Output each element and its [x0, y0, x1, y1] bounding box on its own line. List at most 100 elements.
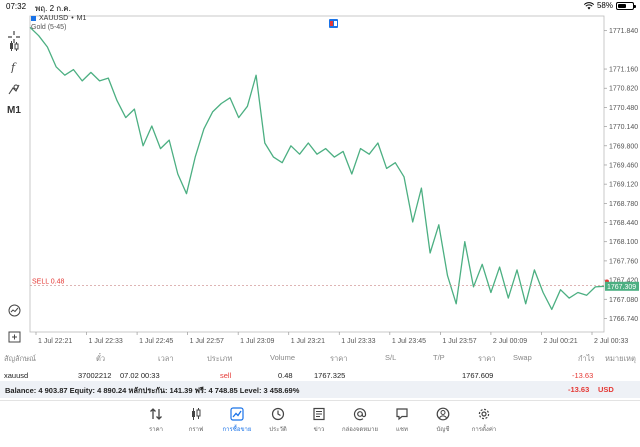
col-symbol[interactable]: สัญลักษณ์ [4, 354, 37, 363]
price-tick-label: 1768.780 [609, 201, 638, 208]
col-price-current[interactable]: ราคา [478, 354, 496, 363]
timeframe-button[interactable]: M1 [7, 104, 21, 116]
nav-mailbox[interactable]: กล่องจดหมาย [340, 407, 380, 434]
nav-label-trade: การซื้อขาย [222, 427, 252, 433]
price-tick-label: 1770.480 [609, 105, 638, 112]
col-tp[interactable]: T/P [433, 353, 445, 362]
nav-quotes[interactable]: ราคา [136, 407, 176, 434]
row-ticket: 37002212 [78, 371, 112, 380]
nav-history[interactable]: ประวัติ [258, 407, 298, 434]
nav-label-history: ประวัติ [269, 427, 287, 433]
new-order-icon[interactable] [5, 327, 23, 345]
price-tick-label: 1770.140 [609, 124, 638, 131]
balance-summary: Balance: 4 903.87 Equity: 4 890.24 หลักป… [0, 381, 640, 398]
mailbox-icon [353, 408, 367, 421]
nav-account[interactable]: บัญชี [423, 407, 463, 434]
chart-icon [192, 408, 201, 420]
price-chart[interactable]: 1771.840 1771.160 1770.820 1770.480 1770.140… [28, 14, 640, 347]
symbol-color-swatch [31, 16, 36, 21]
battery-level [618, 3, 627, 8]
price-line [29, 26, 605, 311]
price-tick-label: 1767.760 [609, 258, 638, 265]
time-tick-label: 1 Jul 22:57 [190, 338, 224, 345]
nav-label-news: ข่าว [313, 427, 325, 433]
status-date: พฤ. 2 ก.ค. [35, 4, 71, 13]
chart-svg: 1771.840 1771.160 1770.820 1770.480 1770.140… [29, 15, 639, 345]
chart-symbol-header: XAUUSD • M1 [31, 15, 86, 22]
nav-label-quotes: ราคา [149, 427, 163, 433]
nav-news[interactable]: ข่าว [299, 407, 339, 434]
col-comment[interactable]: หมายเหตุ [605, 354, 636, 363]
price-tick-label: 1767.420 [609, 278, 638, 285]
price-tick-label: 1769.120 [609, 182, 638, 189]
time-tick-label: 1 Jul 22:33 [89, 338, 123, 345]
status-right: 58% [583, 1, 636, 10]
time-tick-label: 2 Jul 00:09 [493, 338, 527, 345]
nav-label-chat: แชท [396, 427, 408, 433]
chart-separator: • [71, 15, 74, 22]
one-click-trading-icon[interactable] [329, 19, 338, 28]
table-row[interactable]: xauusd 37002212 07.02 00:33 sell 0.48 17… [0, 366, 640, 384]
row-time: 07.02 00:33 [120, 371, 160, 380]
nav-settings[interactable]: การตั้งค่า [464, 407, 504, 434]
table-header: สัญลักษณ์ ตั๋ว เวลา ประเภท Volume ราคา S… [0, 348, 640, 366]
bottom-navigation: ราคา กราฟ การซื้อขาย ประวัติ ข่าว กล่องจ… [0, 400, 640, 447]
time-tick-label: 1 Jul 22:21 [38, 338, 72, 345]
col-type[interactable]: ประเภท [207, 354, 233, 363]
row-price-open: 1767.325 [314, 371, 346, 380]
indicator-label: Gold (5-45) [31, 24, 67, 31]
row-profit: -13.63 [572, 371, 594, 380]
nav-label-account: บัญชี [436, 427, 450, 433]
price-tick-label: 1771.840 [609, 28, 638, 35]
col-sl[interactable]: S/L [385, 353, 397, 362]
col-time[interactable]: เวลา [158, 354, 174, 363]
nav-chart[interactable]: กราฟ [176, 407, 216, 434]
zoom-chart-icon[interactable] [5, 301, 23, 319]
balance-text: Balance: 4 903.87 Equity: 4 890.24 หลักป… [5, 386, 300, 395]
plot-frame [29, 15, 605, 333]
positions-table: สัญลักษณ์ ตั๋ว เวลา ประเภท Volume ราคา S… [0, 348, 640, 384]
price-tick-label: 1768.100 [609, 239, 638, 246]
time-tick-label: 1 Jul 23:21 [291, 338, 325, 345]
objects-icon[interactable] [5, 80, 23, 98]
chart-symbol: XAUUSD [39, 15, 69, 22]
nav-chat[interactable]: แชท [382, 407, 422, 434]
col-swap[interactable]: Swap [513, 353, 532, 362]
nav-label-settings: การตั้งค่า [471, 427, 497, 433]
row-symbol: xauusd [4, 371, 29, 380]
nav-label-chart: กราฟ [188, 427, 204, 433]
candles-icon[interactable] [5, 37, 23, 55]
crosshair-icon[interactable] [5, 28, 23, 46]
current-price-label: 1767.309 [607, 284, 636, 291]
col-volume[interactable]: Volume [270, 353, 296, 362]
row-price-current: 1767.609 [462, 371, 494, 380]
price-tick-label: 1767.080 [609, 297, 638, 304]
account-icon [436, 407, 450, 421]
balance-currency: USD [598, 385, 614, 394]
current-price-badge [605, 281, 639, 291]
sell-position-label: SELL 0.48 [32, 278, 65, 285]
nav-trade[interactable]: การซื้อขาย [217, 407, 257, 434]
status-time: 07:32 [6, 2, 27, 11]
status-bar: 07:32 พฤ. 2 ก.ค. 58% [0, 0, 640, 13]
quotes-icon [150, 408, 162, 420]
time-tick-label: 1 Jul 23:45 [392, 338, 426, 345]
svg-text:f: f [10, 61, 17, 73]
time-tick-label: 1 Jul 22:45 [139, 338, 173, 345]
price-tick-label: 1770.820 [609, 86, 638, 93]
settings-icon [478, 408, 490, 420]
col-ticket[interactable]: ตั๋ว [96, 354, 106, 363]
price-tick-label: 1766.740 [609, 316, 638, 323]
time-tick-label: 1 Jul 23:33 [341, 338, 375, 345]
trade-icon [230, 407, 244, 421]
price-tick-label: 1771.160 [609, 67, 638, 74]
function-icon[interactable]: f [5, 58, 23, 76]
nav-label-mailbox: กล่องจดหมาย [341, 427, 379, 433]
history-icon [271, 407, 285, 421]
col-profit[interactable]: กำไร [578, 354, 595, 363]
price-tick-label: 1769.800 [609, 143, 638, 150]
time-tick-label: 1 Jul 23:57 [442, 338, 476, 345]
row-type: sell [220, 371, 232, 380]
col-price-open[interactable]: ราคา [330, 354, 348, 363]
time-tick-label: 2 Jul 00:21 [543, 338, 577, 345]
